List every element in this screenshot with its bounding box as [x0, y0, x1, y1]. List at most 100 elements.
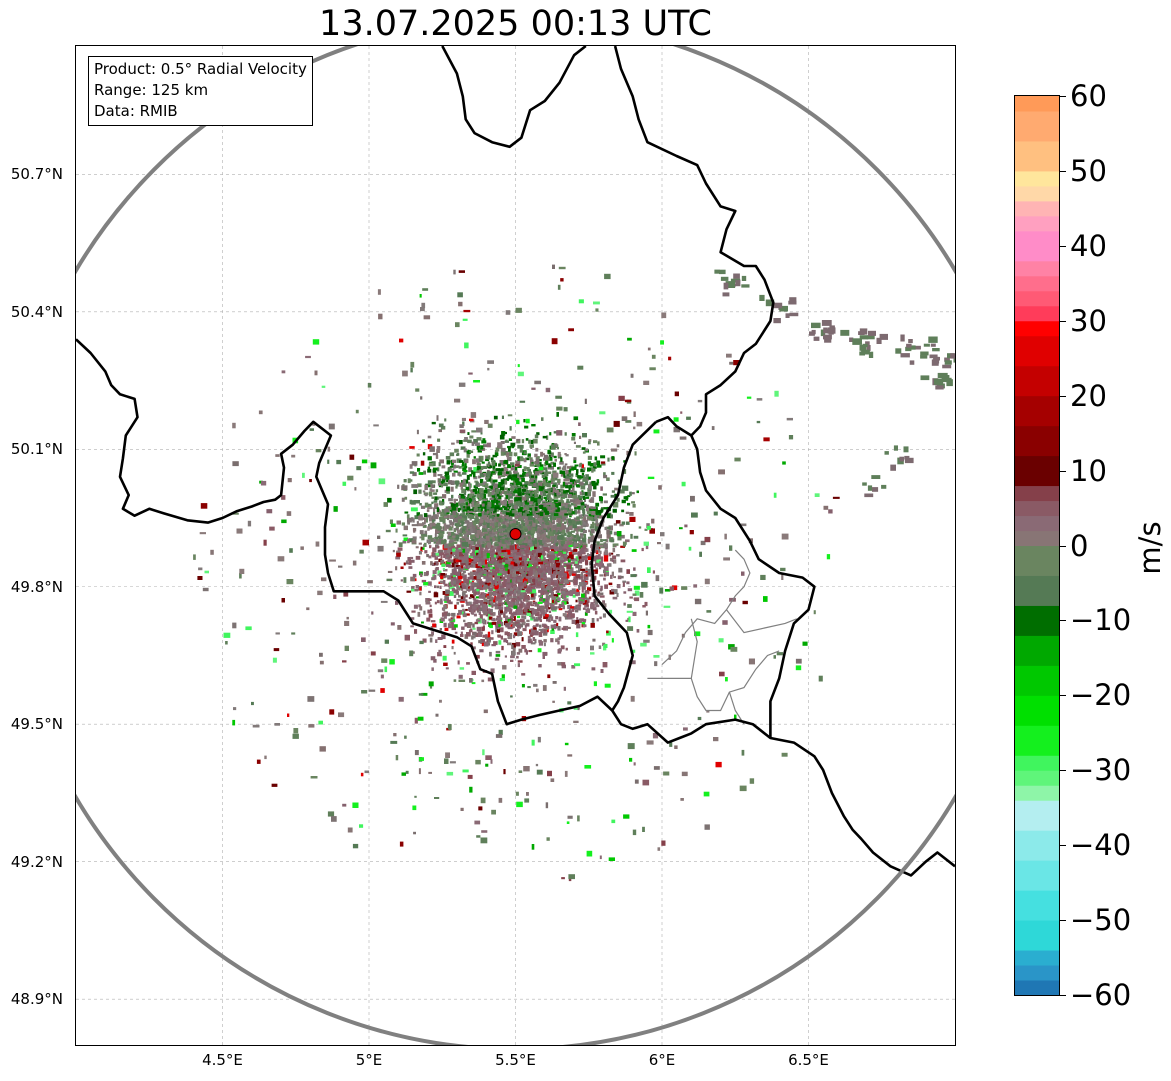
colorbar-band-24	[1015, 395, 1059, 427]
colorbar-tick-mark-7	[1060, 620, 1066, 622]
colorbar-tick-mark-1	[1060, 170, 1066, 172]
colorbar-tick-mark-6	[1060, 545, 1066, 547]
colorbar-tick-label-3: 30	[1070, 303, 1107, 338]
colorbar-band-21	[1015, 485, 1059, 502]
radar-site-dot	[509, 528, 522, 541]
colorbar-band-32	[1015, 230, 1059, 262]
colorbar-band-2	[1015, 950, 1059, 966]
colorbar-tick-label-12: −60	[1070, 978, 1132, 1012]
colorbar-band-35	[1015, 185, 1059, 202]
colorbar-tick-mark-12	[1060, 995, 1066, 996]
colorbar-tick-label-10: −40	[1070, 828, 1132, 863]
x-tick-label-2: 5.5°E	[495, 1051, 536, 1069]
colorbar-band-4	[1015, 890, 1059, 921]
colorbar-band-31	[1015, 260, 1059, 277]
product-info-box: Product: 0.5° Radial Velocity Range: 125…	[88, 56, 313, 126]
colorbar-band-27	[1015, 320, 1059, 337]
colorbar-band-34	[1015, 200, 1059, 217]
colorbar-tick-label-4: 20	[1070, 378, 1107, 413]
regional-border-4	[728, 691, 745, 725]
national-border-3	[655, 415, 692, 437]
y-tick-label-0: 50.7°N	[10, 165, 63, 184]
y-tick-label-3: 49.8°N	[10, 577, 63, 596]
national-border-4	[590, 420, 658, 712]
colorbar-tick-mark-11	[1060, 920, 1066, 922]
map-title: 13.07.2025 00:13 UTC	[319, 4, 712, 44]
colorbar-band-39	[1015, 96, 1059, 112]
national-border-1	[441, 46, 587, 149]
colorbar-tick-label-1: 50	[1070, 153, 1107, 188]
colorbar-tick-label-9: −30	[1070, 753, 1132, 788]
colorbar-band-11	[1015, 725, 1059, 756]
regional-border-2	[726, 609, 798, 634]
colorbar-band-15	[1015, 605, 1059, 636]
colorbar-band-36	[1015, 170, 1059, 187]
y-tick-label-2: 50.1°N	[10, 440, 63, 459]
colorbar-tick-mark-2	[1060, 245, 1066, 247]
colorbar-band-30	[1015, 275, 1059, 292]
data-source-label: Data: RMIB	[94, 102, 178, 120]
x-tick-label-1: 5°E	[355, 1051, 383, 1069]
radar-site-marker	[509, 528, 522, 541]
national-border-2	[613, 46, 816, 738]
colorbar-band-8	[1015, 785, 1059, 801]
colorbar	[1014, 95, 1060, 996]
colorbar-band-6	[1015, 830, 1059, 861]
colorbar-gradient	[1015, 96, 1059, 996]
colorbar-band-26	[1015, 335, 1059, 367]
colorbar-band-7	[1015, 800, 1059, 831]
country-borders	[76, 46, 955, 877]
colorbar-band-5	[1015, 860, 1059, 891]
x-tick-label-0: 4.5°E	[202, 1051, 243, 1069]
colorbar-band-16	[1015, 575, 1059, 606]
colorbar-band-12	[1015, 695, 1059, 726]
y-tick-label-4: 49.5°N	[10, 715, 63, 734]
x-tick-label-4: 6.5°E	[788, 1051, 829, 1069]
colorbar-band-14	[1015, 635, 1059, 666]
colorbar-band-19	[1015, 515, 1059, 532]
colorbar-tick-label-6: 0	[1070, 528, 1089, 563]
colorbar-tick-mark-4	[1060, 395, 1066, 397]
y-tick-label-6: 48.9°N	[10, 990, 63, 1009]
colorbar-band-9	[1015, 770, 1059, 786]
colorbar-band-10	[1015, 755, 1059, 771]
colorbar-band-37	[1015, 140, 1059, 172]
colorbar-band-29	[1015, 290, 1059, 307]
colorbar-tick-label-5: 10	[1070, 453, 1107, 488]
colorbar-tick-label-8: −20	[1070, 678, 1132, 713]
colorbar-tick-mark-10	[1060, 845, 1066, 847]
radar-map[interactable]	[75, 45, 956, 1046]
colorbar-band-17	[1015, 545, 1059, 576]
colorbar-tick-mark-0	[1060, 96, 1066, 97]
colorbar-band-3	[1015, 920, 1059, 951]
colorbar-tick-label-11: −50	[1070, 903, 1132, 938]
colorbar-tick-label-7: −10	[1070, 603, 1132, 638]
colorbar-band-20	[1015, 500, 1059, 517]
range-label: Range: 125 km	[94, 81, 209, 99]
colorbar-band-18	[1015, 530, 1059, 546]
colorbar-band-38	[1015, 110, 1059, 142]
colorbar-band-23	[1015, 425, 1059, 457]
colorbar-band-33	[1015, 215, 1059, 232]
colorbar-tick-mark-5	[1060, 470, 1066, 472]
colorbar-unit-label: m/s	[1133, 521, 1167, 575]
national-border-0	[76, 338, 955, 877]
x-tick-label-3: 6°E	[648, 1051, 676, 1069]
colorbar-band-28	[1015, 305, 1059, 322]
colorbar-tick-mark-8	[1060, 695, 1066, 697]
colorbar-band-0	[1015, 980, 1059, 996]
colorbar-tick-mark-9	[1060, 770, 1066, 772]
colorbar-band-22	[1015, 455, 1059, 487]
product-label: Product: 0.5° Radial Velocity	[94, 60, 307, 78]
radar-map-canvas	[76, 46, 955, 1045]
y-tick-label-1: 50.4°N	[10, 302, 63, 321]
colorbar-tick-label-2: 40	[1070, 228, 1107, 263]
velocity-echoes	[193, 264, 955, 882]
colorbar-band-13	[1015, 665, 1059, 696]
y-tick-label-5: 49.2°N	[10, 852, 63, 871]
colorbar-band-25	[1015, 365, 1059, 397]
colorbar-band-1	[1015, 965, 1059, 981]
colorbar-tick-label-0: 60	[1070, 79, 1107, 113]
regional-border-1	[690, 618, 780, 712]
colorbar-tick-mark-3	[1060, 320, 1066, 322]
